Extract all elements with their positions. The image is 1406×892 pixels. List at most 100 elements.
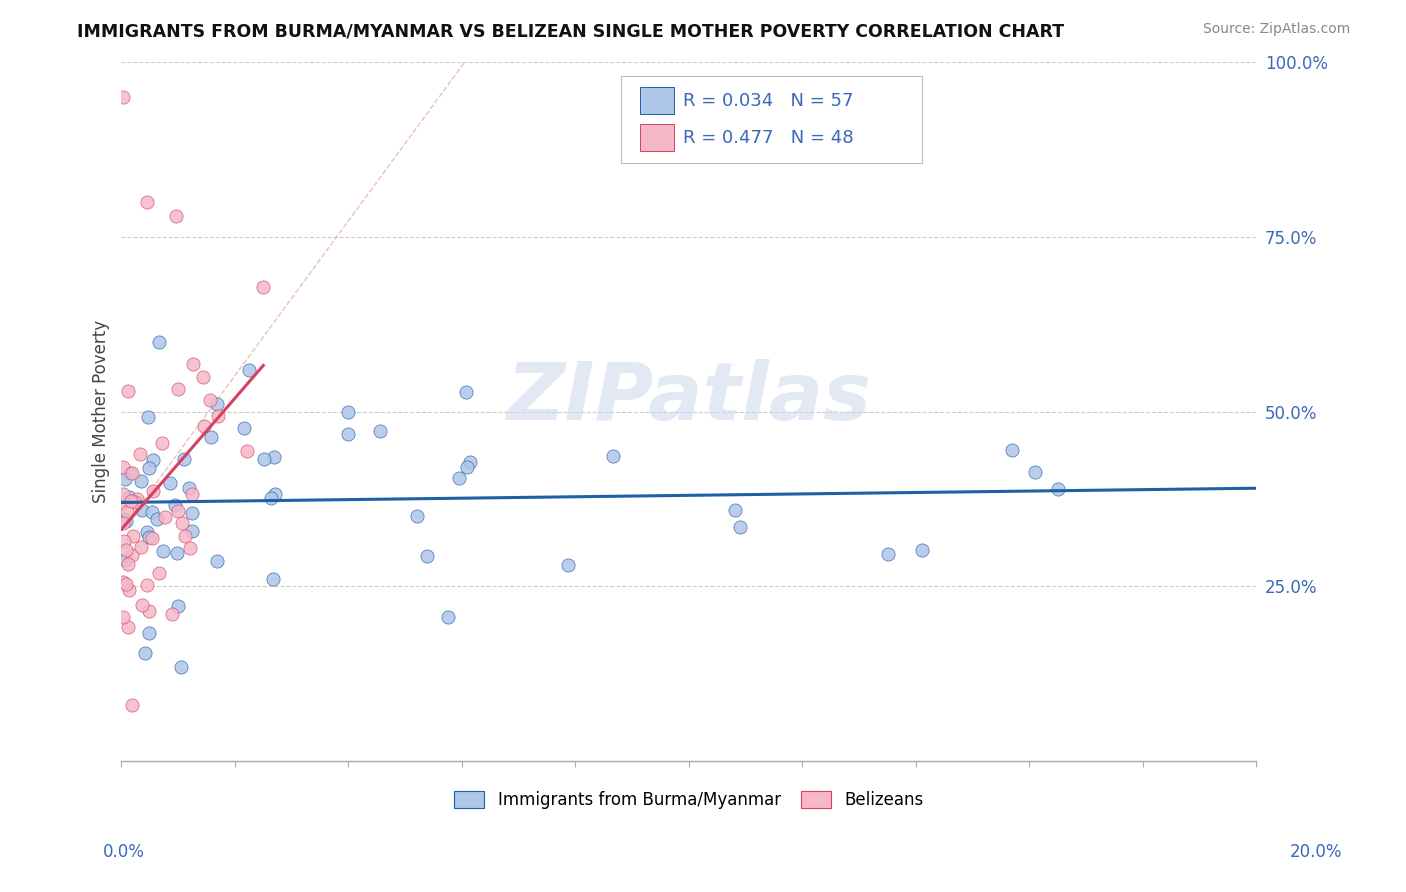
Belizeans [118, 583, 141, 598]
Immigrants from Burma/Myanmar [1024, 465, 1046, 479]
Immigrants from Burma/Myanmar [200, 430, 222, 444]
Belizeans [112, 609, 135, 624]
Immigrants from Burma/Myanmar [238, 362, 260, 376]
Text: Source: ZipAtlas.com: Source: ZipAtlas.com [1202, 22, 1350, 37]
Text: 0.0%: 0.0% [103, 843, 145, 861]
Belizeans [181, 357, 204, 371]
FancyBboxPatch shape [621, 76, 921, 163]
Belizeans [125, 492, 148, 507]
Immigrants from Burma/Myanmar [415, 549, 437, 563]
Immigrants from Burma/Myanmar [557, 558, 579, 572]
Immigrants from Burma/Myanmar [337, 405, 360, 419]
Belizeans [165, 209, 187, 223]
Belizeans [236, 444, 259, 458]
Immigrants from Burma/Myanmar [159, 476, 181, 491]
Bar [640, 87, 673, 114]
Immigrants from Burma/Myanmar [114, 514, 136, 528]
Y-axis label: Single Mother Poverty: Single Mother Poverty [93, 320, 110, 503]
Belizeans [193, 418, 215, 433]
Belizeans [117, 384, 139, 398]
Bar [640, 124, 673, 151]
Belizeans [121, 529, 143, 543]
Belizeans [135, 577, 157, 591]
Immigrants from Burma/Myanmar [131, 503, 153, 517]
Immigrants from Burma/Myanmar [877, 547, 900, 561]
Immigrants from Burma/Myanmar [456, 459, 478, 474]
Belizeans [112, 459, 135, 474]
Belizeans [191, 370, 214, 384]
Immigrants from Burma/Myanmar [166, 599, 188, 613]
Belizeans [112, 496, 135, 510]
Immigrants from Burma/Myanmar [264, 487, 287, 501]
Immigrants from Burma/Myanmar [1001, 443, 1024, 458]
Immigrants from Burma/Myanmar [114, 472, 136, 486]
Belizeans [166, 503, 188, 517]
Immigrants from Burma/Myanmar [152, 544, 174, 558]
Belizeans [200, 392, 222, 407]
Immigrants from Burma/Myanmar [1046, 482, 1069, 496]
Belizeans [153, 510, 176, 524]
Belizeans [117, 558, 139, 572]
Belizeans [115, 505, 138, 519]
Text: R = 0.477   N = 48: R = 0.477 N = 48 [683, 128, 853, 146]
Belizeans [142, 483, 165, 498]
Immigrants from Burma/Myanmar [180, 524, 202, 538]
Immigrants from Burma/Myanmar [911, 543, 934, 558]
Belizeans [138, 604, 160, 618]
Immigrants from Burma/Myanmar [724, 503, 747, 517]
Immigrants from Burma/Myanmar [112, 512, 135, 526]
Belizeans [136, 194, 159, 209]
Belizeans [129, 447, 152, 461]
Belizeans [148, 566, 170, 581]
Belizeans [124, 494, 146, 508]
Text: 20.0%: 20.0% [1291, 843, 1343, 861]
Belizeans [121, 548, 143, 562]
Immigrants from Burma/Myanmar [138, 530, 160, 544]
Belizeans [160, 607, 183, 622]
Immigrants from Burma/Myanmar [166, 545, 188, 559]
Text: ZIPatlas: ZIPatlas [506, 359, 872, 436]
Immigrants from Burma/Myanmar [129, 475, 152, 489]
Immigrants from Burma/Myanmar [148, 334, 170, 349]
Immigrants from Burma/Myanmar [135, 524, 157, 539]
Immigrants from Burma/Myanmar [260, 491, 283, 505]
Belizeans [179, 541, 201, 555]
Belizeans [252, 280, 274, 294]
Belizeans [112, 533, 135, 548]
Immigrants from Burma/Myanmar [368, 425, 391, 439]
Immigrants from Burma/Myanmar [134, 646, 156, 660]
Immigrants from Burma/Myanmar [138, 626, 160, 640]
Belizeans [129, 540, 152, 554]
Immigrants from Burma/Myanmar [437, 610, 460, 624]
Immigrants from Burma/Myanmar [169, 659, 191, 673]
Immigrants from Burma/Myanmar [262, 572, 284, 586]
Immigrants from Burma/Myanmar [118, 467, 141, 481]
Belizeans [170, 516, 193, 530]
Belizeans [117, 620, 139, 634]
Belizeans [141, 531, 163, 545]
Immigrants from Burma/Myanmar [117, 490, 139, 504]
Immigrants from Burma/Myanmar [205, 554, 228, 568]
Belizeans [112, 574, 135, 589]
Belizeans [207, 409, 229, 423]
Immigrants from Burma/Myanmar [602, 449, 624, 463]
Belizeans [112, 487, 135, 501]
Immigrants from Burma/Myanmar [142, 453, 165, 467]
Immigrants from Burma/Myanmar [263, 450, 285, 464]
Belizeans [112, 90, 135, 104]
Immigrants from Burma/Myanmar [146, 511, 169, 525]
Belizeans [121, 698, 143, 713]
Immigrants from Burma/Myanmar [447, 470, 470, 484]
Immigrants from Burma/Myanmar [337, 426, 360, 441]
Belizeans [150, 436, 173, 450]
Immigrants from Burma/Myanmar [163, 499, 186, 513]
Immigrants from Burma/Myanmar [138, 409, 160, 424]
Immigrants from Burma/Myanmar [458, 455, 481, 469]
Belizeans [174, 529, 197, 543]
Text: R = 0.034   N = 57: R = 0.034 N = 57 [683, 92, 853, 110]
Immigrants from Burma/Myanmar [456, 384, 478, 399]
Legend: Immigrants from Burma/Myanmar, Belizeans: Immigrants from Burma/Myanmar, Belizeans [447, 784, 931, 815]
Belizeans [131, 598, 153, 612]
Text: IMMIGRANTS FROM BURMA/MYANMAR VS BELIZEAN SINGLE MOTHER POVERTY CORRELATION CHAR: IMMIGRANTS FROM BURMA/MYANMAR VS BELIZEA… [77, 22, 1064, 40]
Immigrants from Burma/Myanmar [233, 421, 256, 435]
